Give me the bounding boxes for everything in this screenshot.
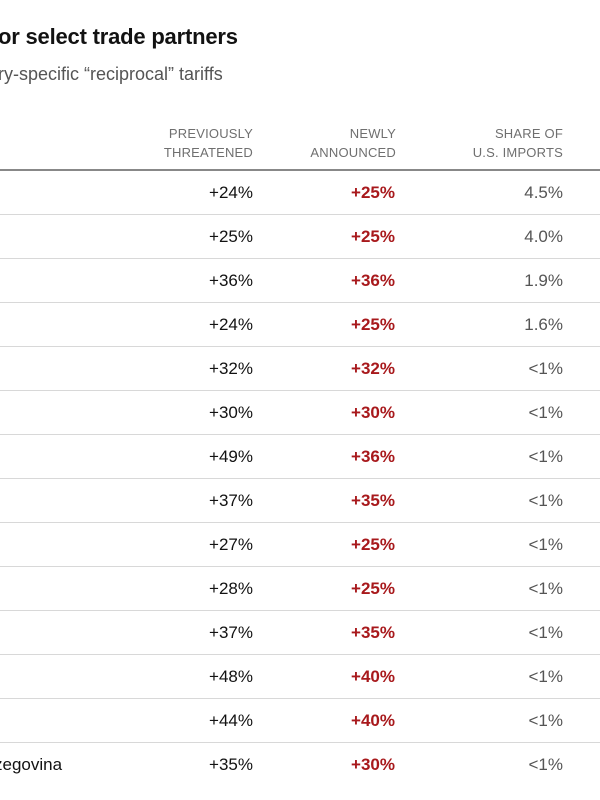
previously-threatened-cell: +48%	[209, 667, 253, 686]
share-of-imports-cell: <1%	[528, 359, 564, 378]
previously-threatened-cell: +37%	[209, 623, 253, 642]
previously-threatened-cell: +49%	[209, 447, 253, 466]
newly-announced-cell: +25%	[351, 183, 395, 202]
header-divider	[0, 169, 600, 171]
previously-threatened-cell: +30%	[209, 403, 253, 422]
previously-threatened-cell: +44%	[209, 711, 253, 730]
table-row: +49% +36% <1%	[0, 435, 600, 479]
header-newly-announced: NEWLY ANNOUNCED	[310, 124, 396, 162]
previously-threatened-cell: +37%	[209, 491, 253, 510]
previously-threatened-cell: +27%	[209, 535, 253, 554]
newly-announced-cell: +25%	[351, 579, 395, 598]
share-of-imports-cell: <1%	[528, 755, 564, 774]
share-of-imports-cell: <1%	[528, 579, 564, 598]
table-row: +30% +30% <1%	[0, 391, 600, 435]
table-row: +25% +25% 4.0%	[0, 215, 600, 259]
previously-threatened-cell: +35%	[209, 755, 253, 774]
newly-announced-cell: +32%	[351, 359, 395, 378]
table-row: +24% +25% 4.5%	[0, 171, 600, 215]
table-body: +24% +25% 4.5% +25% +25% 4.0% +36% +36% 1.9% +24%…	[0, 171, 600, 786]
header-newly-announced-line1: NEWLY	[349, 126, 396, 141]
header-share-of-imports-line2: U.S. IMPORTS	[472, 145, 563, 160]
table-row: +37% +35% <1%	[0, 611, 600, 655]
newly-announced-cell: +36%	[351, 271, 395, 290]
country-cell: zegovina	[0, 755, 63, 774]
share-of-imports-cell: 1.6%	[524, 315, 563, 334]
previously-threatened-cell: +32%	[209, 359, 253, 378]
previously-threatened-cell: +36%	[209, 271, 253, 290]
previously-threatened-cell: +25%	[209, 227, 253, 246]
table-row: +27% +25% <1%	[0, 523, 600, 567]
share-of-imports-cell: <1%	[528, 403, 564, 422]
previously-threatened-cell: +24%	[209, 315, 253, 334]
newly-announced-cell: +25%	[351, 315, 395, 334]
header-share-of-imports: SHARE OF U.S. IMPORTS	[473, 124, 563, 162]
header-previously-threatened: PREVIOUSLY THREATENED	[164, 124, 253, 162]
newly-announced-cell: +30%	[351, 755, 395, 774]
share-of-imports-cell: 4.0%	[524, 227, 563, 246]
share-of-imports-cell: 1.9%	[524, 271, 563, 290]
newly-announced-cell: +25%	[351, 227, 395, 246]
header-previously-threatened-line1: PREVIOUSLY	[168, 126, 253, 141]
header-newly-announced-line2: ANNOUNCED	[310, 145, 396, 160]
newly-announced-cell: +40%	[351, 711, 395, 730]
newly-announced-cell: +35%	[351, 623, 395, 642]
table-row: +32% +32% <1%	[0, 347, 600, 391]
table-header: PREVIOUSLY THREATENED NEWLY ANNOUNCED SH…	[0, 124, 600, 170]
newly-announced-cell: +40%	[351, 667, 395, 686]
table-row: +37% +35% <1%	[0, 479, 600, 523]
previously-threatened-cell: +28%	[209, 579, 253, 598]
share-of-imports-cell: 4.5%	[524, 183, 563, 202]
table-row: zegovina +35% +30% <1%	[0, 743, 600, 786]
share-of-imports-cell: <1%	[528, 447, 564, 466]
table-row: +36% +36% 1.9%	[0, 259, 600, 303]
newly-announced-cell: +30%	[351, 403, 395, 422]
newly-announced-cell: +36%	[351, 447, 395, 466]
share-of-imports-cell: <1%	[528, 535, 564, 554]
table-row: +24% +25% 1.6%	[0, 303, 600, 347]
newly-announced-cell: +25%	[351, 535, 395, 554]
share-of-imports-cell: <1%	[528, 711, 564, 730]
table-row: +48% +40% <1%	[0, 655, 600, 699]
newly-announced-cell: +35%	[351, 491, 395, 510]
share-of-imports-cell: <1%	[528, 623, 564, 642]
chart-subtitle: ry-specific “reciprocal” tariffs	[0, 64, 223, 84]
table-row: +28% +25% <1%	[0, 567, 600, 611]
header-share-of-imports-line1: SHARE OF	[494, 126, 563, 141]
previously-threatened-cell: +24%	[209, 183, 253, 202]
share-of-imports-cell: <1%	[528, 667, 564, 686]
table-row: +44% +40% <1%	[0, 699, 600, 743]
header-previously-threatened-line2: THREATENED	[163, 145, 253, 160]
share-of-imports-cell: <1%	[528, 491, 564, 510]
chart-title: or select trade partners	[0, 24, 238, 49]
